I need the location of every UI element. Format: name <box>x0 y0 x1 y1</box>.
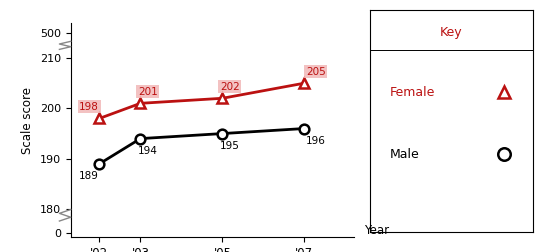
Text: Male: Male <box>390 148 419 161</box>
Text: Key: Key <box>440 26 463 39</box>
Text: 205: 205 <box>306 67 326 77</box>
Text: 201: 201 <box>138 87 158 97</box>
Text: Female: Female <box>390 86 435 99</box>
Y-axis label: Scale score: Scale score <box>21 87 34 154</box>
Text: 189: 189 <box>79 171 99 181</box>
Text: 198: 198 <box>79 102 99 112</box>
Text: 196: 196 <box>306 136 326 146</box>
Text: 195: 195 <box>220 141 240 151</box>
Text: 194: 194 <box>138 146 158 156</box>
Text: Year: Year <box>364 224 390 237</box>
Text: 202: 202 <box>220 82 240 92</box>
